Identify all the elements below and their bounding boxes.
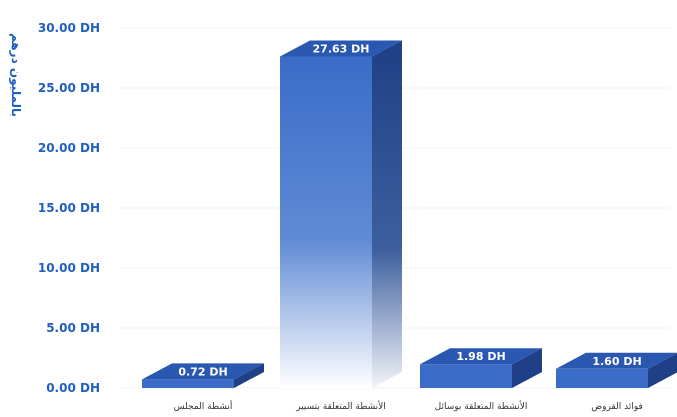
y-tick-label: 10.00 DH — [38, 261, 100, 275]
x-category-label: فوائد القروض — [591, 402, 643, 412]
y-tick-label: 5.00 DH — [46, 321, 100, 335]
x-category-label: الأنشطة المتعلقة بتسيير — [295, 400, 386, 412]
bar-top — [142, 363, 264, 380]
data-label: 27.63 DH — [313, 42, 370, 55]
y-tick-label: 15.00 DH — [38, 201, 100, 215]
bar-side — [512, 348, 542, 388]
bar-top — [280, 40, 402, 57]
bar-front — [556, 368, 648, 388]
bar-front — [420, 364, 512, 388]
bar — [420, 348, 542, 388]
bar-front — [280, 56, 372, 388]
data-labels: 0.72 DH 27.63 DH 1.98 DH 1.60 DH — [178, 42, 641, 378]
y-tick-label: 0.00 DH — [46, 381, 100, 395]
bar-top — [556, 352, 677, 369]
data-label: 0.72 DH — [178, 365, 227, 378]
bar — [556, 352, 677, 388]
data-label: 1.60 DH — [592, 355, 641, 368]
bar-side — [234, 363, 264, 388]
y-axis-ticks: 0.00 DH 5.00 DH 10.00 DH 15.00 DH 20.00 DH 25… — [38, 21, 100, 395]
data-label: 1.98 DH — [456, 350, 505, 363]
y-axis-title: بالمليون درهم — [8, 33, 23, 117]
bar-top — [420, 348, 542, 365]
bar-side — [648, 353, 677, 388]
x-axis-categories: أنشطة المجلس الأنشطة المتعلقة بتسيير الأنش… — [174, 400, 643, 412]
bar-side — [372, 40, 402, 388]
x-category-label: أنشطة المجلس — [174, 400, 233, 412]
bar — [142, 363, 264, 388]
bars — [142, 40, 677, 388]
x-category-label: الأنشطة المتعلقة بوسائل — [435, 400, 528, 412]
bar-front — [142, 379, 234, 388]
y-tick-label: 20.00 DH — [38, 141, 100, 155]
y-tick-label: 25.00 DH — [38, 81, 100, 95]
y-tick-label: 30.00 DH — [38, 21, 100, 35]
bar — [280, 40, 402, 388]
